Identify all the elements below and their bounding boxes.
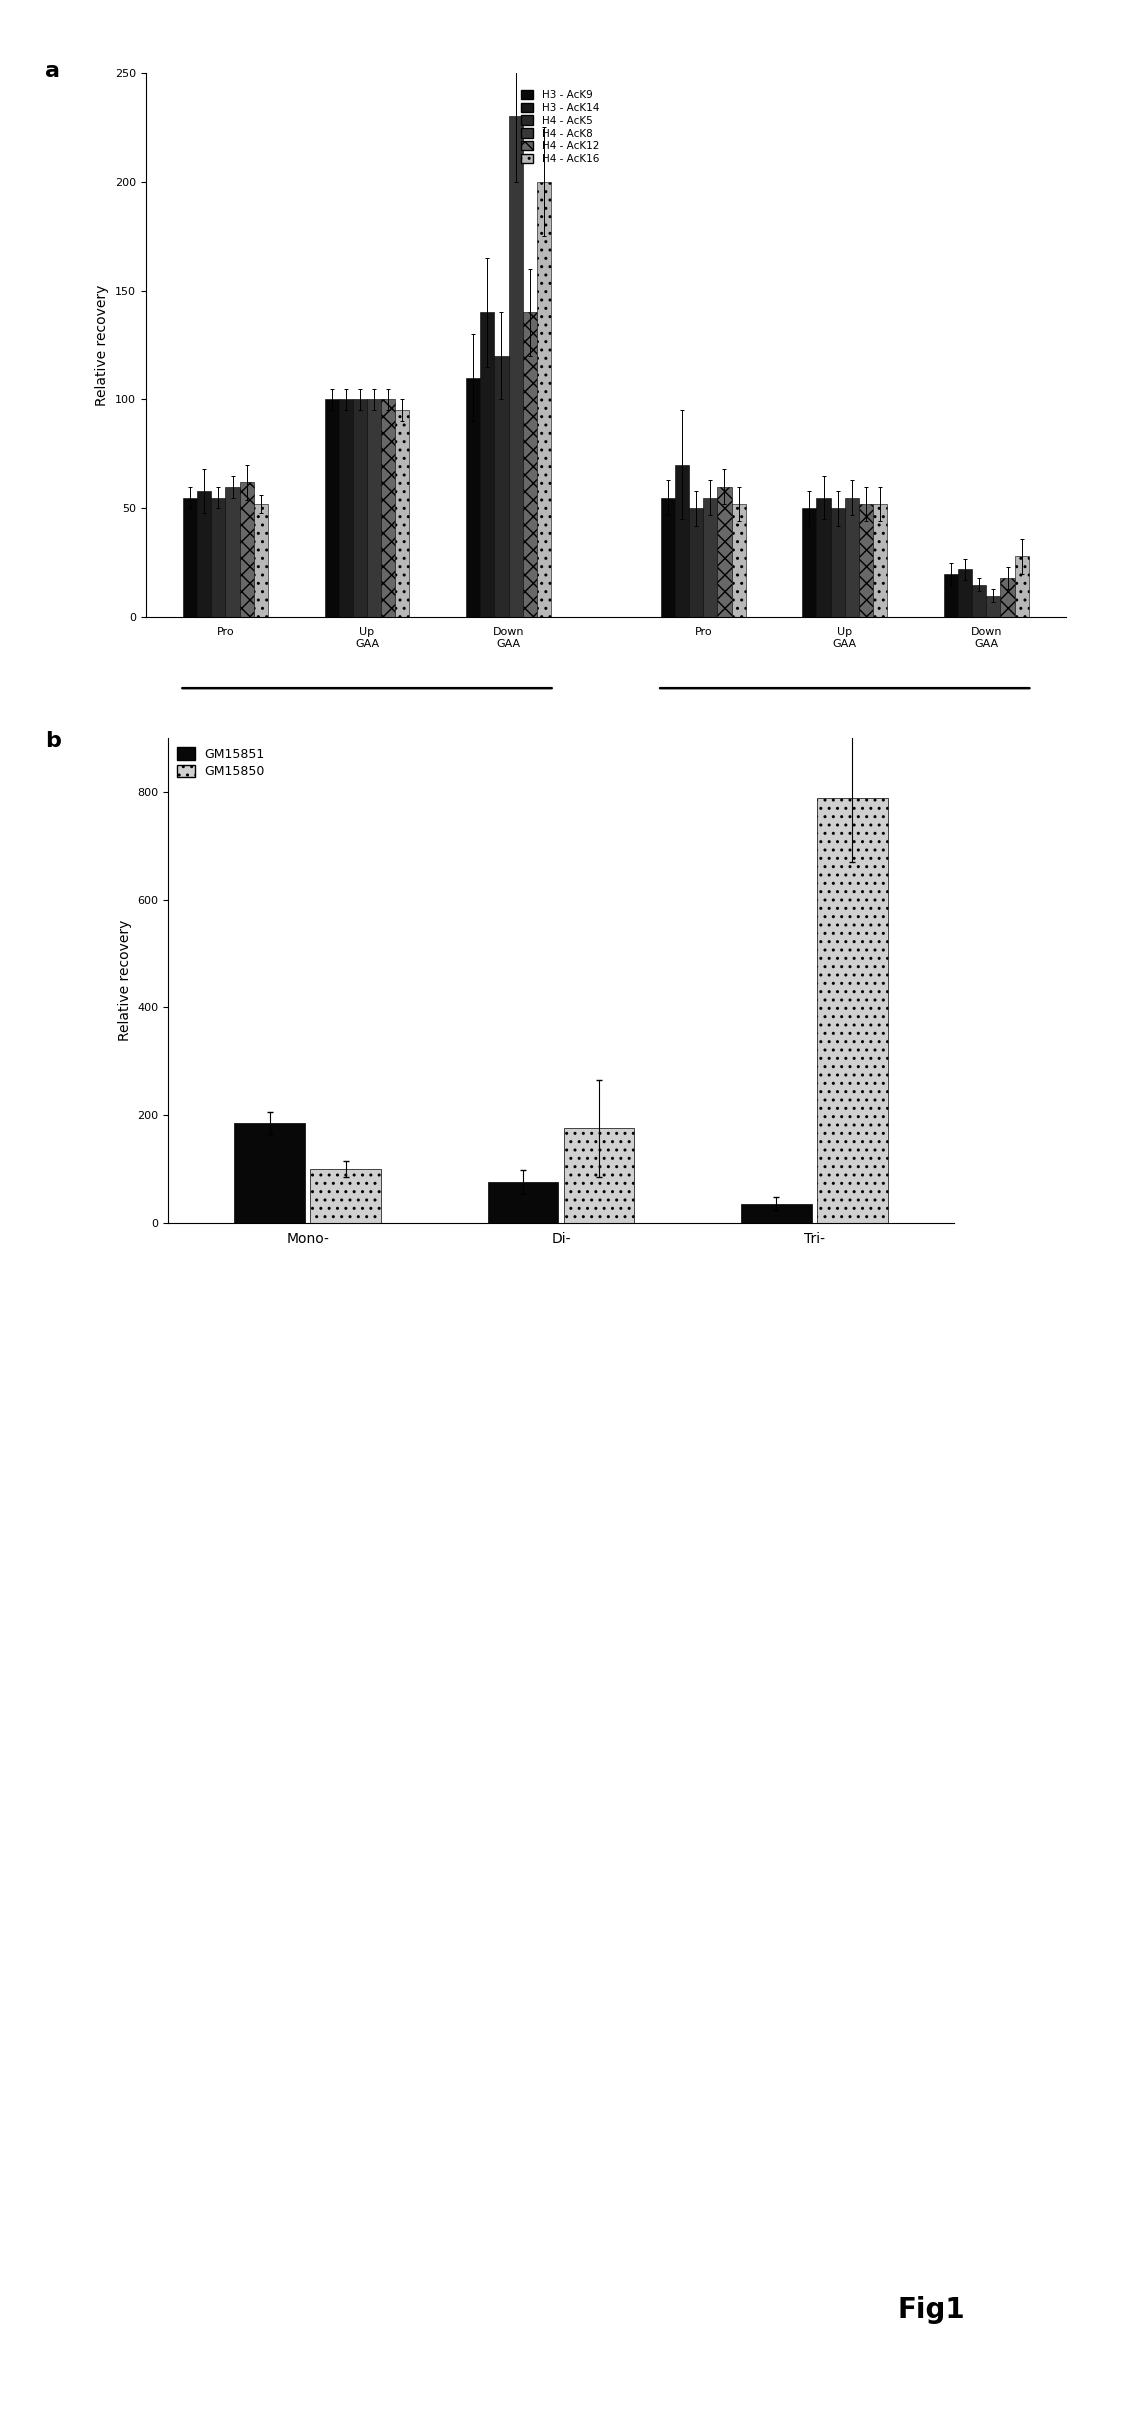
Bar [352,399,367,617]
Bar [495,356,508,617]
Bar [488,1181,559,1223]
Bar [689,508,703,617]
Bar [466,378,480,617]
Bar [661,496,674,617]
Bar [523,312,536,617]
Text: GM15851: GM15851 [330,753,404,767]
Bar [480,312,495,617]
Bar [211,496,226,617]
Bar [859,504,873,617]
Text: GM15850: GM15850 [808,753,882,767]
Bar [873,504,888,617]
Text: Fig1: Fig1 [898,2295,965,2324]
Bar [508,116,523,617]
Text: a: a [45,61,59,80]
Bar [324,399,339,617]
Legend: GM15851, GM15850: GM15851, GM15850 [175,746,267,780]
Bar [741,1203,812,1223]
Bar [717,487,732,617]
Bar [226,487,240,617]
Bar [254,504,268,617]
Legend: H3 - AcK9, H3 - AcK14, H4 - AcK5, H4 - AcK8, H4 - AcK12, H4 - AcK16: H3 - AcK9, H3 - AcK14, H4 - AcK5, H4 - A… [519,90,600,165]
Bar [395,409,410,617]
Bar [703,496,717,617]
Bar [802,508,817,617]
Bar [732,504,746,617]
Y-axis label: Relative recovery: Relative recovery [118,920,132,1041]
Bar [845,496,859,617]
Bar [339,399,352,617]
Bar [183,496,197,617]
Bar [675,465,689,617]
Bar [944,574,958,617]
Bar [537,182,551,617]
Y-axis label: Relative recovery: Relative recovery [95,283,110,407]
Bar [817,797,888,1223]
Bar [234,1123,305,1223]
Bar [310,1169,381,1223]
Bar [240,482,254,617]
Bar [1014,557,1029,617]
Bar [972,583,986,617]
Bar [563,1128,634,1223]
Bar [197,491,211,617]
Bar [367,399,381,617]
Bar [817,496,830,617]
Bar [958,569,972,617]
Text: b: b [45,731,61,751]
Bar [830,508,845,617]
Bar [381,399,395,617]
Bar [986,596,1001,617]
Bar [1001,579,1014,617]
